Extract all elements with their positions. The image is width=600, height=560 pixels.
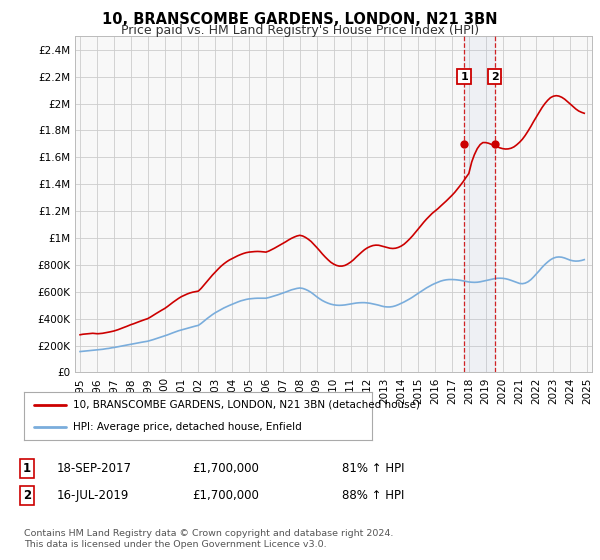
Text: 10, BRANSCOMBE GARDENS, LONDON, N21 3BN: 10, BRANSCOMBE GARDENS, LONDON, N21 3BN (102, 12, 498, 27)
Text: 10, BRANSCOMBE GARDENS, LONDON, N21 3BN (detached house): 10, BRANSCOMBE GARDENS, LONDON, N21 3BN … (73, 400, 420, 410)
Text: Price paid vs. HM Land Registry's House Price Index (HPI): Price paid vs. HM Land Registry's House … (121, 24, 479, 36)
Text: £1,700,000: £1,700,000 (192, 462, 259, 475)
Text: 88% ↑ HPI: 88% ↑ HPI (342, 489, 404, 502)
Text: 2: 2 (491, 72, 499, 82)
Text: 1: 1 (23, 462, 31, 475)
Text: 1: 1 (460, 72, 468, 82)
Text: 2: 2 (23, 489, 31, 502)
Text: £1,700,000: £1,700,000 (192, 489, 259, 502)
Text: 16-JUL-2019: 16-JUL-2019 (57, 489, 130, 502)
Bar (464, 36, 495, 372)
Text: 18-SEP-2017: 18-SEP-2017 (57, 462, 132, 475)
Text: Contains HM Land Registry data © Crown copyright and database right 2024.
This d: Contains HM Land Registry data © Crown c… (24, 529, 394, 549)
Text: HPI: Average price, detached house, Enfield: HPI: Average price, detached house, Enfi… (73, 422, 301, 432)
Text: 81% ↑ HPI: 81% ↑ HPI (342, 462, 404, 475)
